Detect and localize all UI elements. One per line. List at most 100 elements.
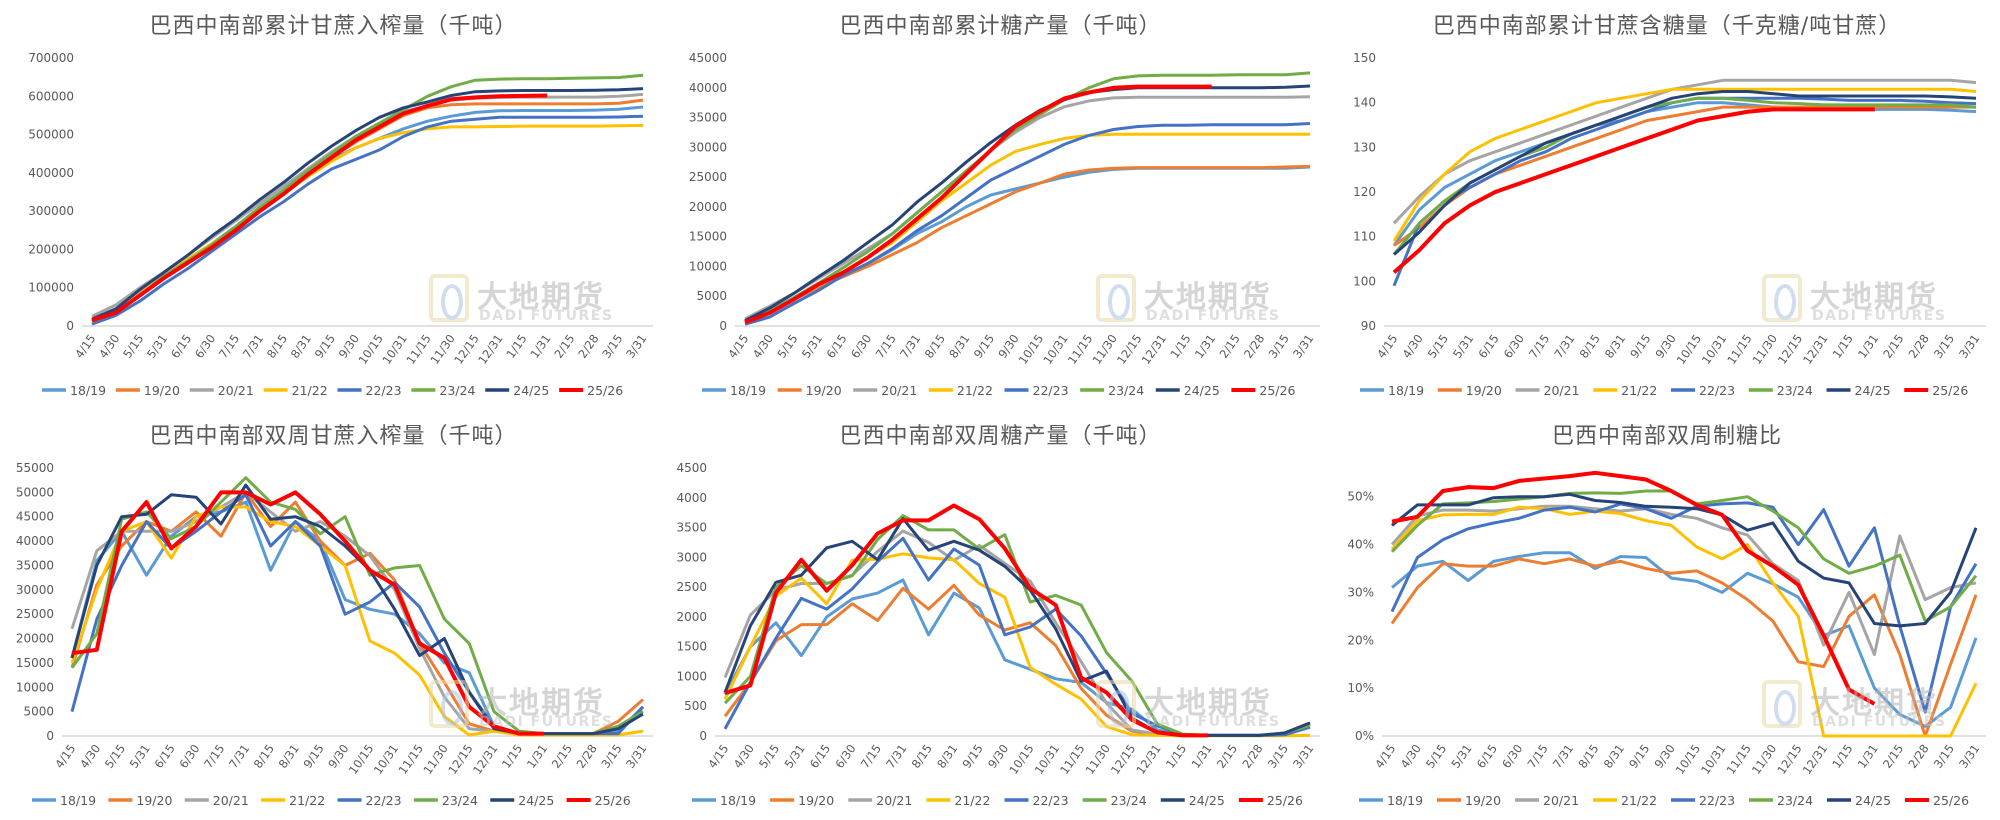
x-tick-label: 9/15	[971, 332, 997, 361]
legend-label: 18/19	[60, 793, 96, 808]
x-tick-label: 12/31	[1800, 742, 1830, 777]
x-tick-label: 1/31	[527, 332, 553, 361]
x-tick-label: 9/15	[1626, 742, 1652, 771]
x-tick-label: 6/15	[151, 742, 177, 771]
x-tick-label: 9/15	[960, 742, 986, 771]
legend-label: 23/24	[1777, 383, 1813, 398]
y-tick-label: 20000	[16, 632, 54, 646]
x-tick-label: 8/15	[251, 742, 277, 771]
legend-label: 22/23	[1699, 793, 1735, 808]
chart-title: 巴西中南部双周制糖比	[1551, 424, 1782, 449]
x-tick-label: 12/31	[1139, 332, 1169, 367]
y-tick-label: 700000	[28, 51, 74, 65]
series-line-20-21	[1390, 504, 1977, 657]
x-tick-label: 9/15	[312, 332, 338, 361]
series-line-20-21	[1392, 78, 1977, 225]
chart-biweekly-cane-crush: 巴西中南部双周甘蔗入榨量（千吨） 0 5000 10000 15000 20000 250…	[0, 410, 667, 820]
x-tick-label: 8/15	[1577, 332, 1603, 361]
x-tick-label: 10/31	[1032, 742, 1062, 777]
y-tick-label: 200000	[28, 242, 74, 256]
legend-label: 24/25	[1189, 793, 1225, 808]
y-tick-label: 0	[699, 729, 707, 743]
legend-label: 22/23	[1699, 383, 1735, 398]
series-line-21-22	[1392, 87, 1977, 242]
x-tick-label: 10/31	[1040, 332, 1070, 367]
x-tick-label: 1/31	[1188, 742, 1214, 771]
series-line-19-20	[1390, 557, 1978, 738]
watermark-logo: 大地期货 DADI FUTURES	[1762, 272, 1982, 328]
x-tick-label: 2/15	[1216, 332, 1242, 361]
series-line-24-25	[1391, 492, 1978, 628]
watermark-logo: 大地期货 DADI FUTURES	[429, 678, 649, 734]
legend-label: 20/21	[876, 793, 912, 808]
x-tick-label: 7/31	[1551, 332, 1577, 361]
legend-label: 20/21	[881, 383, 917, 398]
y-tick-label: 600000	[28, 89, 74, 103]
y-tick-label: 10000	[689, 259, 727, 273]
y-tick-label: 30000	[689, 140, 727, 154]
chart-svg: 90 100 110 120 130 140 150 4/15 4/30 5/15 5/31 6/15…	[1353, 51, 1986, 398]
x-tick-label: 12/31	[1800, 332, 1830, 367]
series-line-24-25	[1393, 90, 1977, 256]
chart-title: 巴西中南部双周甘蔗入榨量（千吨）	[149, 424, 518, 449]
x-tick-label: 7/15	[216, 332, 242, 361]
x-tick-label: 6/15	[823, 332, 849, 361]
y-tick-label: 45000	[689, 51, 727, 65]
x-tick-label: 4/15	[725, 332, 751, 361]
y-tick-label: 3000	[676, 550, 707, 564]
x-tick-label: 1/15	[499, 742, 525, 771]
y-tick-label: 90	[1361, 319, 1376, 333]
chart-title: 巴西中南部累计甘蔗含糖量（千克糖/吨甘蔗）	[1432, 14, 1902, 39]
x-tick-label: 8/31	[946, 332, 972, 361]
y-tick-label: 0	[66, 319, 74, 333]
x-tick-label: 6/30	[832, 742, 858, 771]
x-tick-label: 12/15	[451, 332, 481, 367]
x-tick-label: 4/30	[731, 742, 757, 771]
legend-label: 21/22	[289, 793, 325, 808]
x-tick-label: 10/15	[355, 332, 385, 367]
x-tick-label: 3/15	[1265, 742, 1291, 771]
x-tick-label: 11/30	[427, 332, 457, 367]
y-tick-label: 15000	[16, 656, 54, 670]
x-tick-label: 8/15	[909, 742, 935, 771]
x-tick-label: 5/31	[1448, 742, 1474, 771]
x-tick-label: 5/15	[102, 742, 128, 771]
y-tick-label: 1500	[676, 640, 707, 654]
series-line-22-23	[91, 114, 644, 326]
y-tick-label: 25000	[16, 607, 54, 621]
x-tick-label: 1/15	[1163, 742, 1189, 771]
x-tick-label: 7/31	[897, 332, 923, 361]
legend-label: 21/22	[292, 383, 328, 398]
x-tick-label: 11/15	[1057, 742, 1087, 777]
x-tick-label: 6/30	[848, 332, 874, 361]
legend-label: 18/19	[1388, 383, 1424, 398]
legend-label: 23/24	[439, 383, 475, 398]
legend-label: 19/20	[144, 383, 180, 398]
x-tick-label: 7/31	[1550, 742, 1576, 771]
legend-label: 22/23	[1033, 383, 1069, 398]
x-tick-label: 10/31	[1698, 742, 1728, 777]
chart-svg: 0 5000 10000 15000 20000 25000 30000 35000 40000…	[16, 461, 653, 808]
y-tick-label: 20%	[1347, 633, 1374, 647]
x-tick-label: 2/28	[1241, 332, 1267, 361]
legend-label: 19/20	[806, 383, 842, 398]
y-tick-label: 2500	[676, 580, 707, 594]
y-tick-label: 4500	[676, 461, 707, 475]
watermark-logo: 大地期货 DADI FUTURES	[1762, 678, 1982, 734]
legend-label: 24/25	[1184, 383, 1220, 398]
x-tick-label: 8/31	[276, 742, 302, 771]
legend-label: 19/20	[1465, 793, 1501, 808]
legend-label: 25/26	[1933, 793, 1969, 808]
x-tick-label: 2/15	[549, 742, 575, 771]
x-tick-label: 12/31	[1133, 742, 1163, 777]
legend-label: 21/22	[957, 383, 993, 398]
x-tick-label: 12/15	[445, 742, 475, 777]
y-tick-label: 4000	[676, 491, 707, 505]
x-tick-label: 5/31	[127, 742, 153, 771]
y-tick-label: 10000	[16, 680, 54, 694]
x-tick-label: 6/30	[176, 742, 202, 771]
x-tick-label: 3/15	[599, 332, 625, 361]
x-tick-label: 2/15	[551, 332, 577, 361]
x-tick-label: 2/15	[1880, 332, 1906, 361]
series-line-24-25	[91, 87, 644, 321]
